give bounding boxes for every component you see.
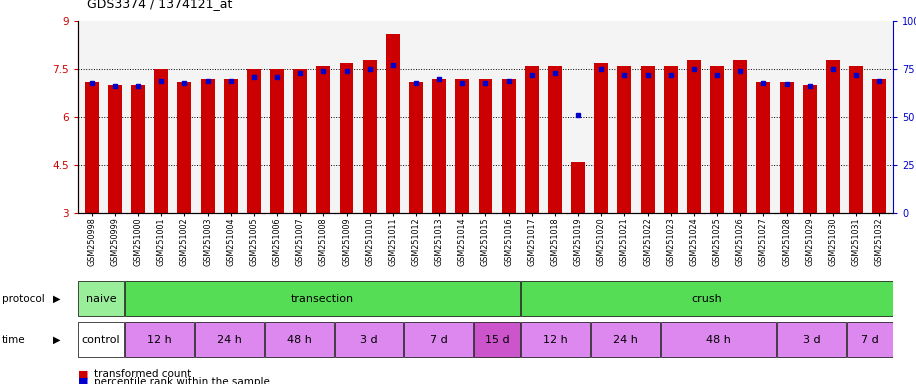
Text: GDS3374 / 1374121_at: GDS3374 / 1374121_at <box>87 0 233 10</box>
Text: naive: naive <box>86 293 116 304</box>
Bar <box>409 82 423 213</box>
Bar <box>664 66 678 213</box>
Text: time: time <box>2 334 26 345</box>
Bar <box>334 322 403 357</box>
Bar <box>79 281 124 316</box>
Bar <box>108 85 122 213</box>
Text: crush: crush <box>692 293 722 304</box>
Bar <box>591 322 660 357</box>
Bar <box>548 66 562 213</box>
Bar <box>777 322 846 357</box>
Bar <box>502 79 516 213</box>
Bar <box>594 63 608 213</box>
Text: 48 h: 48 h <box>287 334 311 345</box>
Text: 7 d: 7 d <box>430 334 448 345</box>
Bar <box>85 82 99 213</box>
Text: 3 d: 3 d <box>802 334 821 345</box>
Text: 48 h: 48 h <box>706 334 731 345</box>
Bar <box>270 69 284 213</box>
Bar <box>525 66 539 213</box>
Bar <box>201 79 214 213</box>
Bar <box>195 322 264 357</box>
Bar <box>478 79 493 213</box>
Text: transection: transection <box>291 293 354 304</box>
Bar <box>79 322 124 357</box>
Bar <box>154 69 169 213</box>
Bar <box>247 69 261 213</box>
Text: 24 h: 24 h <box>217 334 242 345</box>
Text: ■: ■ <box>78 369 88 379</box>
Bar <box>432 79 446 213</box>
Bar <box>265 322 333 357</box>
Text: ■: ■ <box>78 377 88 384</box>
Bar <box>521 281 892 316</box>
Bar <box>802 85 817 213</box>
Bar <box>872 79 886 213</box>
Bar <box>178 82 191 213</box>
Bar <box>125 322 194 357</box>
Bar <box>316 66 331 213</box>
Bar <box>340 63 354 213</box>
Text: protocol: protocol <box>2 293 45 304</box>
Text: 3 d: 3 d <box>360 334 377 345</box>
Bar <box>405 322 474 357</box>
Text: control: control <box>82 334 121 345</box>
Text: 15 d: 15 d <box>485 334 509 345</box>
Bar <box>125 281 520 316</box>
Bar <box>849 66 863 213</box>
Text: percentile rank within the sample: percentile rank within the sample <box>94 377 270 384</box>
Bar <box>617 66 631 213</box>
Text: ▶: ▶ <box>53 293 60 304</box>
Bar <box>757 82 770 213</box>
Bar <box>474 322 520 357</box>
Bar <box>455 79 469 213</box>
Bar <box>521 322 590 357</box>
Text: 7 d: 7 d <box>861 334 878 345</box>
Bar <box>710 66 724 213</box>
Bar <box>363 60 376 213</box>
Bar <box>780 82 793 213</box>
Bar <box>687 60 701 213</box>
Bar <box>293 69 307 213</box>
Text: ▶: ▶ <box>53 334 60 345</box>
Text: transformed count: transformed count <box>94 369 191 379</box>
Bar <box>224 79 237 213</box>
Text: 12 h: 12 h <box>543 334 568 345</box>
Text: 24 h: 24 h <box>613 334 638 345</box>
Bar <box>131 85 145 213</box>
Bar <box>826 60 840 213</box>
Bar <box>386 34 399 213</box>
Bar <box>734 60 747 213</box>
Bar <box>640 66 655 213</box>
Bar <box>660 322 776 357</box>
Bar <box>847 322 892 357</box>
Text: 12 h: 12 h <box>147 334 172 345</box>
Bar <box>572 162 585 213</box>
